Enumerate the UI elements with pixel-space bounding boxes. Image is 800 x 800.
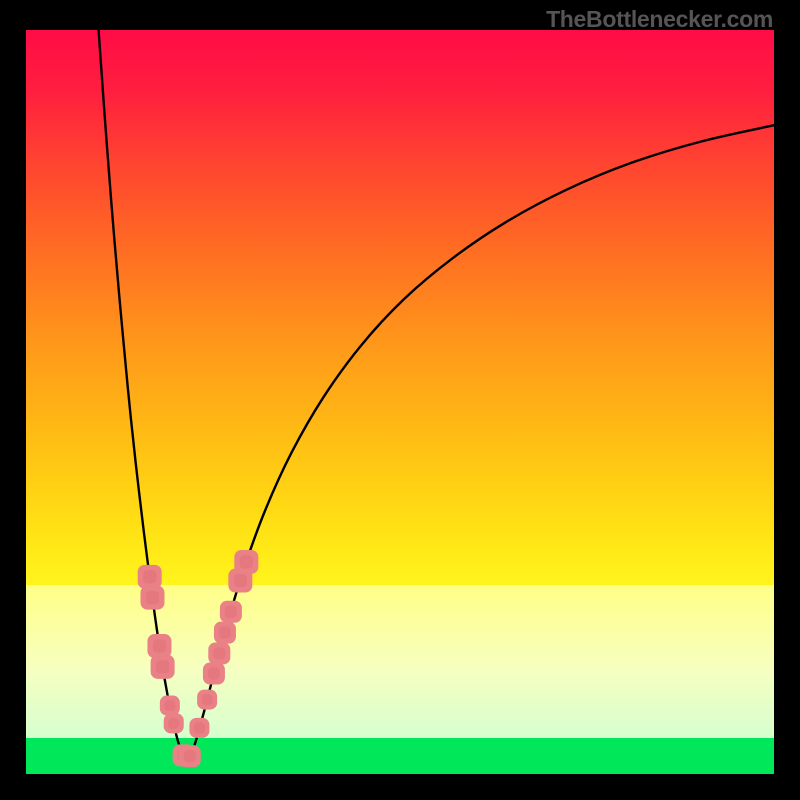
bead-inner xyxy=(208,668,220,680)
beads-group xyxy=(138,550,259,767)
bead-inner xyxy=(143,570,156,583)
bead-inner xyxy=(194,722,205,733)
bead-inner xyxy=(164,700,175,711)
curve-overlay xyxy=(26,30,774,774)
bead-inner xyxy=(219,627,231,639)
bead-inner xyxy=(213,647,225,659)
bead-inner xyxy=(240,555,253,568)
curve-left-branch xyxy=(99,30,187,763)
bead-inner xyxy=(146,591,159,604)
plot-area xyxy=(26,30,774,774)
curve-right-branch xyxy=(187,125,774,763)
bead-inner xyxy=(234,574,247,587)
stage: TheBottlenecker.com xyxy=(0,0,800,800)
bead-inner xyxy=(202,694,213,705)
bead-inner xyxy=(156,660,169,673)
bead-inner xyxy=(153,639,166,652)
bead-inner xyxy=(225,606,237,618)
bead-inner xyxy=(184,750,196,762)
bead-inner xyxy=(168,718,179,729)
watermark-text: TheBottlenecker.com xyxy=(546,6,773,33)
